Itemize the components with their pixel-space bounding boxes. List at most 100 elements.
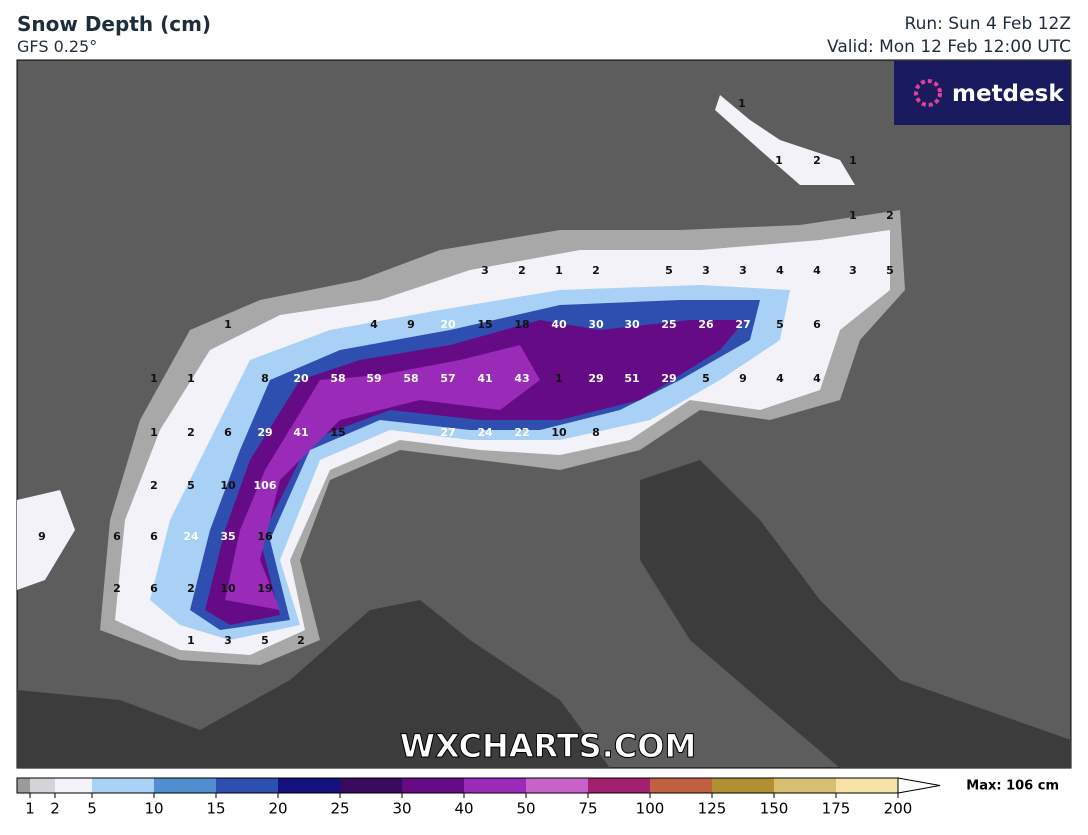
legend-swatch: [216, 778, 278, 793]
depth-label: 4: [776, 372, 784, 385]
depth-label: 106: [254, 479, 277, 492]
depth-label: 51: [624, 372, 639, 385]
snow-area: [225, 345, 540, 610]
legend-tick-label: 30: [392, 800, 411, 818]
depth-label: 1: [150, 426, 158, 439]
depth-label: 2: [813, 154, 821, 167]
depth-label: 1: [738, 97, 746, 110]
depth-label: 8: [592, 426, 600, 439]
legend-swatch: [30, 778, 55, 793]
legend-tick-label: 150: [760, 800, 789, 818]
depth-label: 6: [813, 318, 821, 331]
depth-label: 29: [588, 372, 603, 385]
depth-label: 1: [150, 372, 158, 385]
depth-label: 41: [293, 426, 308, 439]
depth-label: 6: [224, 426, 232, 439]
depth-label: 3: [702, 264, 710, 277]
depth-label: 9: [38, 530, 46, 543]
depth-label: 20: [440, 318, 456, 331]
legend-swatch: [278, 778, 340, 793]
depth-label: 24: [477, 426, 493, 439]
depth-label: 15: [330, 426, 345, 439]
legend-tick-label: 75: [578, 800, 597, 818]
depth-label: 8: [261, 372, 269, 385]
depth-label: 1: [224, 318, 232, 331]
legend-swatch: [340, 778, 402, 793]
depth-label: 9: [407, 318, 415, 331]
depth-label: 1: [555, 372, 563, 385]
depth-label: 3: [481, 264, 489, 277]
legend-tick-label: 25: [330, 800, 349, 818]
depth-label: 4: [370, 318, 378, 331]
depth-label: 29: [661, 372, 676, 385]
depth-label: 4: [813, 264, 821, 277]
legend-swatch: [588, 778, 650, 793]
legend-tick-label: 15: [206, 800, 225, 818]
sea: [17, 600, 610, 768]
depth-label: 6: [150, 582, 158, 595]
depth-label: 59: [366, 372, 381, 385]
depth-label: 27: [735, 318, 750, 331]
depth-label: 4: [776, 264, 784, 277]
valid-time: Valid: Mon 12 Feb 12:00 UTC: [827, 37, 1071, 57]
depth-label: 6: [113, 530, 121, 543]
legend-tick-label: 200: [884, 800, 913, 818]
legend-swatch: [92, 778, 154, 793]
depth-label: 15: [477, 318, 492, 331]
watermark: WXCHARTS.COM: [400, 727, 697, 765]
legend-swatch: [836, 778, 898, 793]
logo-text: metdesk: [952, 81, 1064, 107]
legend-tick-label: 50: [516, 800, 535, 818]
legend-tick-label: 175: [822, 800, 851, 818]
depth-label: 1: [187, 372, 195, 385]
depth-label: 27: [440, 426, 455, 439]
legend-tick-label: 2: [50, 800, 60, 818]
depth-label: 5: [702, 372, 710, 385]
max-label: Max: 106 cm: [966, 779, 1059, 794]
depth-label: 2: [886, 209, 894, 222]
legend-tick-label: 10: [144, 800, 163, 818]
depth-label: 5: [187, 479, 195, 492]
depth-label: 2: [187, 582, 195, 595]
legend-swatch: [712, 778, 774, 793]
depth-label: 9: [739, 372, 747, 385]
snow-area: [715, 95, 855, 185]
depth-label: 6: [150, 530, 158, 543]
depth-label: 5: [261, 634, 269, 647]
depth-label: 2: [187, 426, 195, 439]
depth-label: 30: [588, 318, 604, 331]
depth-label: 24: [183, 530, 199, 543]
depth-label: 2: [518, 264, 526, 277]
depth-label: 1: [849, 154, 857, 167]
depth-label: 29: [257, 426, 272, 439]
depth-label: 2: [150, 479, 158, 492]
depth-label: 30: [624, 318, 640, 331]
depth-label: 10: [220, 582, 236, 595]
legend-swatch: [526, 778, 588, 793]
depth-label: 5: [665, 264, 673, 277]
depth-label: 58: [330, 372, 345, 385]
depth-label: 10: [551, 426, 567, 439]
depth-label: 43: [514, 372, 529, 385]
sea: [640, 460, 1071, 768]
depth-label: 35: [220, 530, 235, 543]
depth-label: 1: [555, 264, 563, 277]
depth-label: 58: [403, 372, 418, 385]
logo-box: [894, 61, 1070, 125]
legend-swatch: [774, 778, 836, 793]
depth-label: 2: [113, 582, 121, 595]
depth-label: 26: [698, 318, 714, 331]
depth-label: 2: [297, 634, 305, 647]
legend-swatch: [154, 778, 216, 793]
depth-label: 2: [592, 264, 600, 277]
depth-label: 1: [187, 634, 195, 647]
title: Snow Depth (cm): [17, 12, 212, 36]
model: GFS 0.25°: [17, 37, 98, 56]
depth-label: 3: [224, 634, 232, 647]
depth-label: 25: [661, 318, 676, 331]
legend-swatch: [55, 778, 92, 793]
depth-label: 10: [220, 479, 236, 492]
legend-tick-label: 20: [268, 800, 287, 818]
